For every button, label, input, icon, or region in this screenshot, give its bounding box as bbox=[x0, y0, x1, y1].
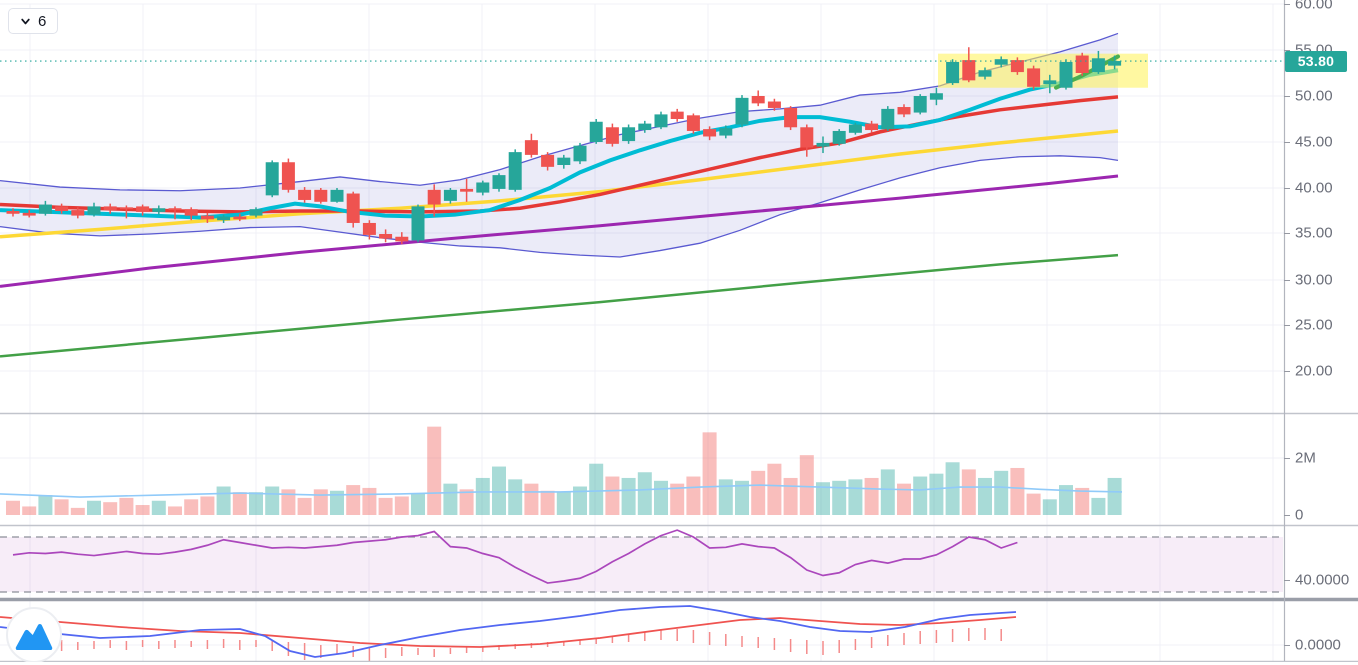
interval-dropdown-button[interactable]: 6 bbox=[8, 8, 59, 34]
last-price-value: 53.80 bbox=[1297, 53, 1335, 69]
macd-pane bbox=[0, 605, 1017, 661]
gridlines bbox=[0, 3, 1284, 661]
mountain-chart-icon bbox=[15, 624, 53, 650]
interval-label: 6 bbox=[38, 12, 47, 30]
time-axis[interactable] bbox=[0, 662, 1358, 665]
chevron-down-icon bbox=[21, 18, 30, 24]
watermark-logo bbox=[6, 607, 62, 663]
rsi-pane bbox=[0, 529, 1283, 593]
volume-pane bbox=[0, 426, 1123, 515]
last-price-badge: 53.80 bbox=[1285, 50, 1347, 72]
candlesticks bbox=[6, 47, 1122, 245]
